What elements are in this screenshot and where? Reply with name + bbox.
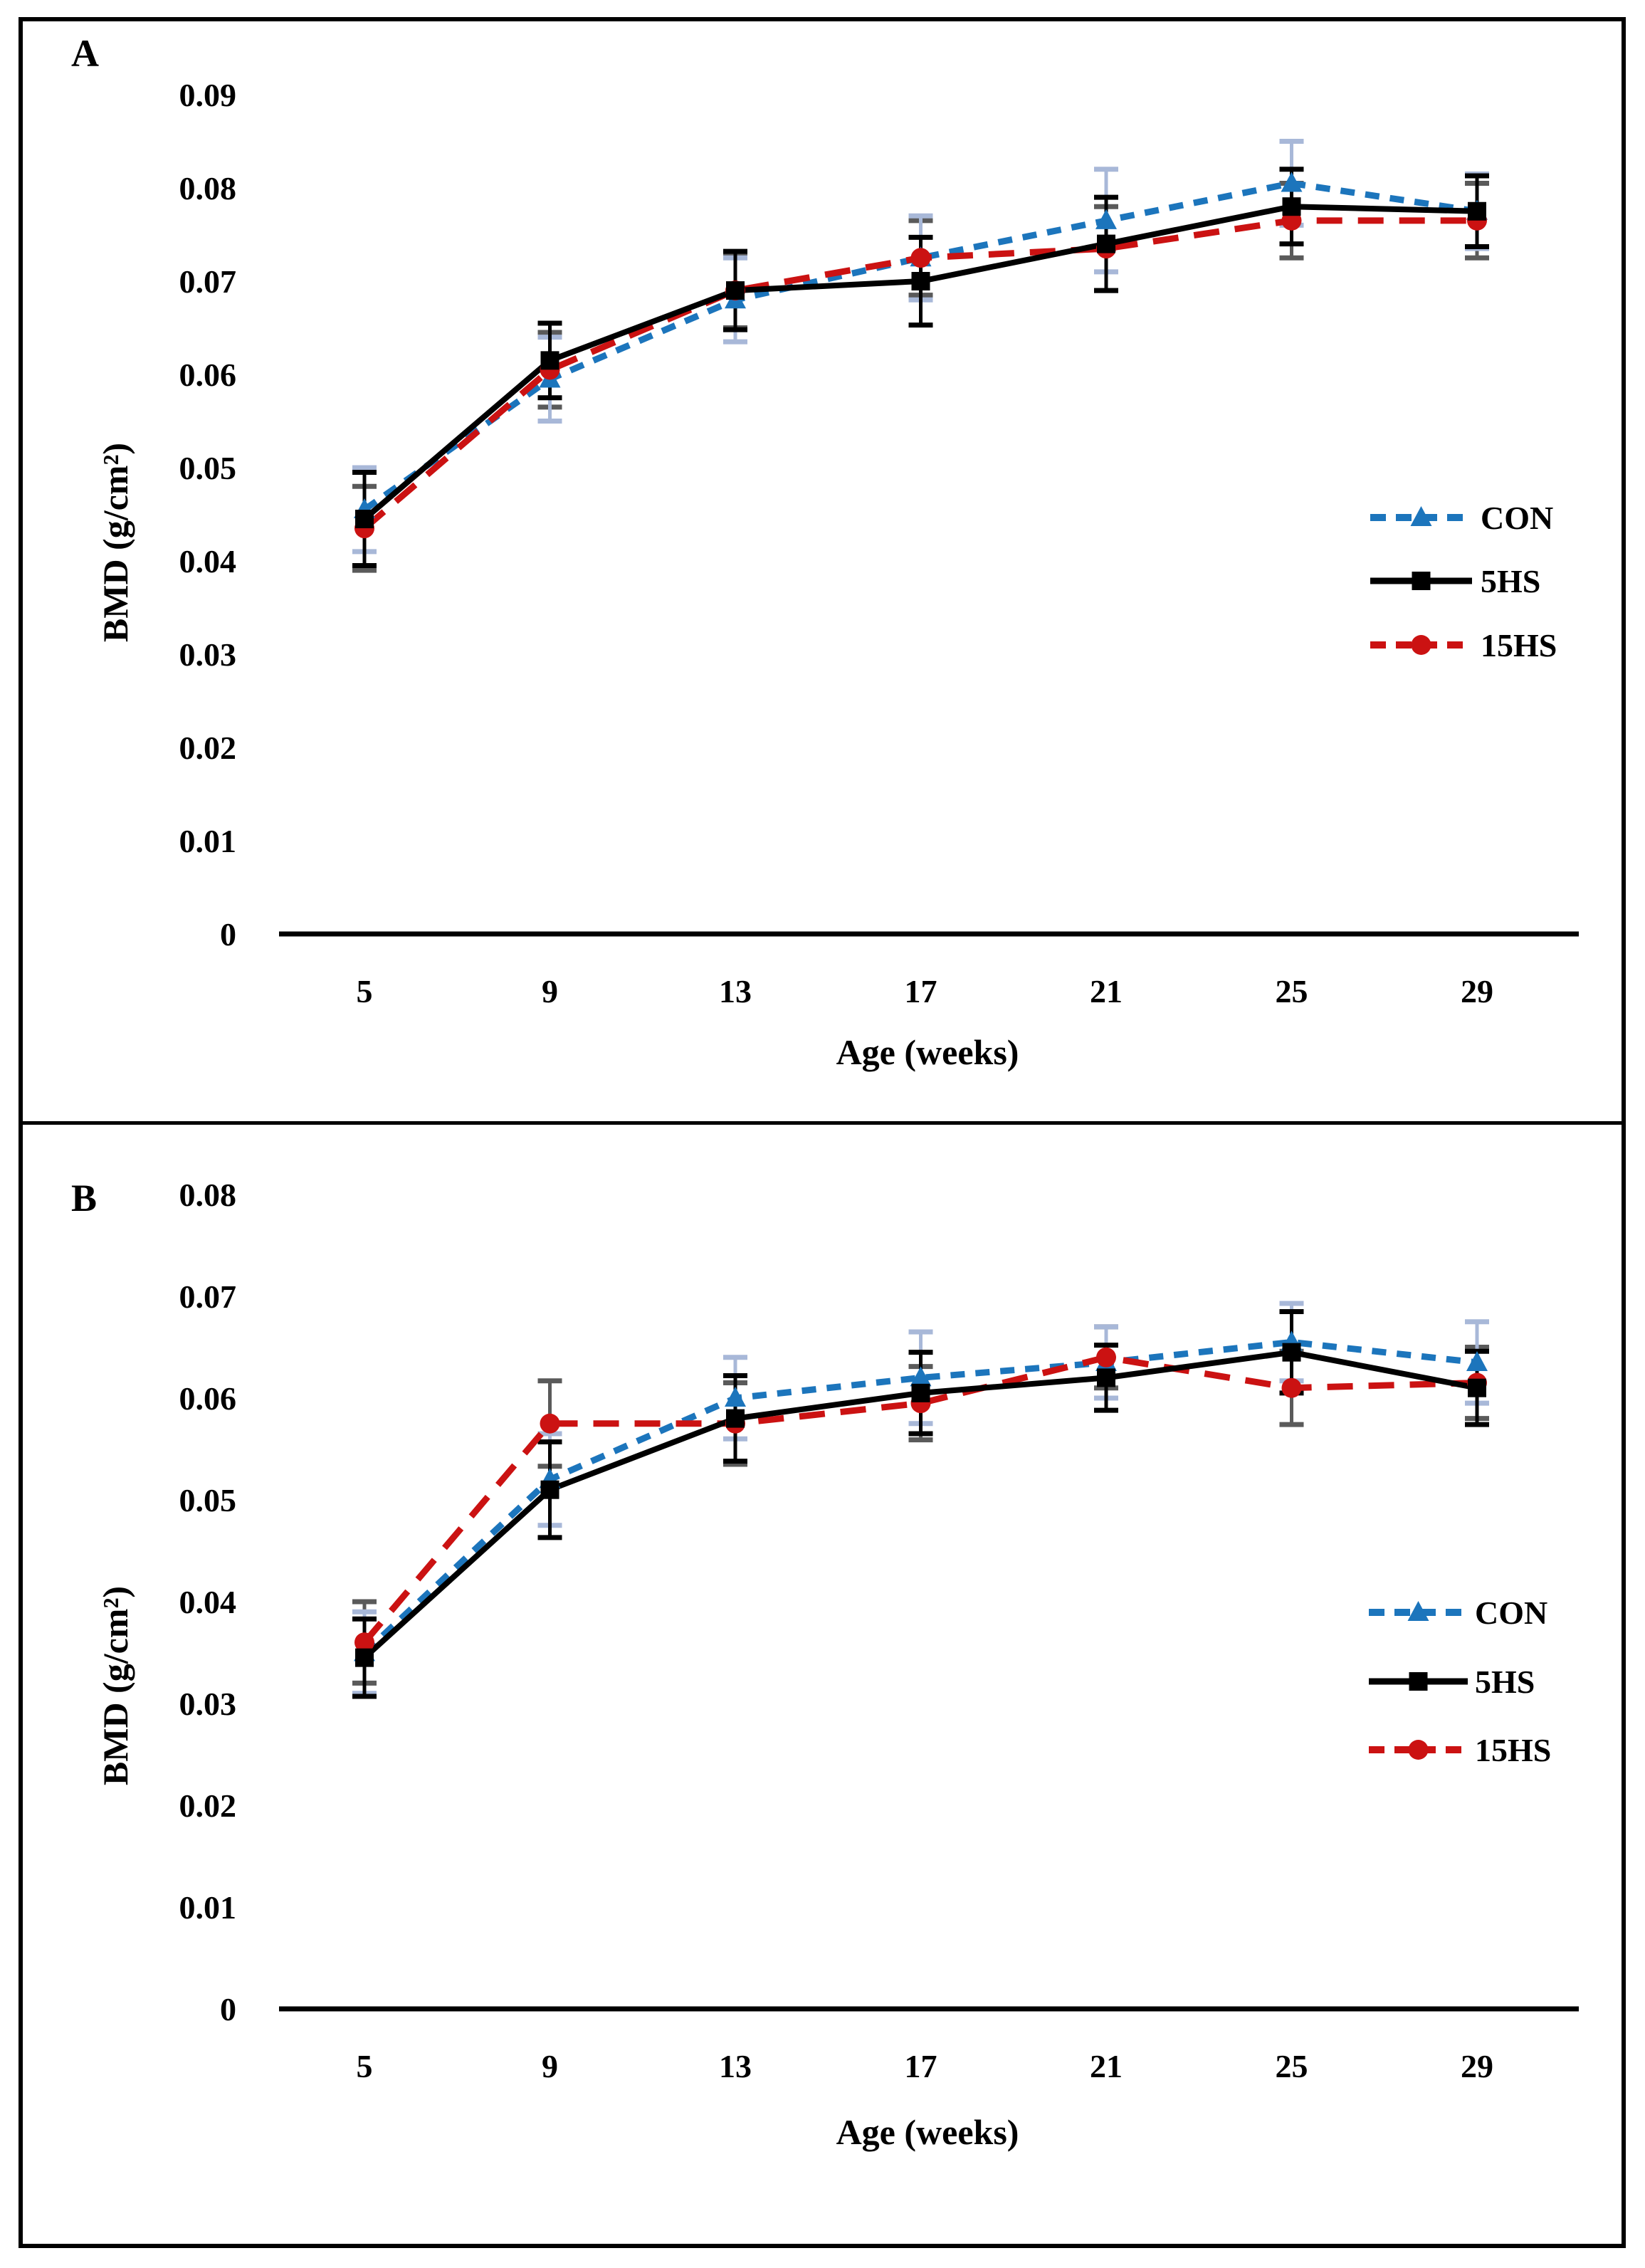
triangle-marker <box>1407 1601 1429 1621</box>
square-marker <box>1097 1368 1115 1387</box>
panel-a-letter: A <box>71 32 99 75</box>
y-tick-label: 0.08 <box>179 170 237 206</box>
y-tick-label: 0.01 <box>179 823 237 859</box>
y-tick-label: 0.03 <box>179 1686 237 1722</box>
x-tick-label: 13 <box>719 973 752 1009</box>
triangle-marker <box>1095 209 1117 229</box>
triangle-marker <box>910 1366 932 1387</box>
legend-label: 15HS <box>1481 627 1557 663</box>
x-tick-label: 29 <box>1461 2048 1493 2084</box>
x-tick-label: 5 <box>357 973 373 1009</box>
square-marker <box>1468 1378 1486 1397</box>
y-tick-label: 0.08 <box>179 1177 237 1213</box>
y-tick-label: 0.02 <box>179 730 237 766</box>
panel-a-x-axis-title: Age (weeks) <box>836 1032 1019 1072</box>
legend-label: 15HS <box>1475 1732 1551 1768</box>
square-marker <box>1282 1343 1301 1362</box>
circle-marker <box>1281 1377 1302 1398</box>
legend-item-con: CON <box>1369 1595 1547 1631</box>
square-marker <box>911 1383 930 1402</box>
x-tick-label: 21 <box>1090 973 1123 1009</box>
figure-frame <box>19 17 1626 2248</box>
y-tick-label: 0.07 <box>179 263 237 300</box>
panel-a-chart: 0.09 0.08 0.07 0.06 0.05 0.04 0.03 0.02 0.01 0 5 9 1… <box>179 77 1579 1009</box>
legend-item-con: CON <box>1370 500 1553 536</box>
legend-label: 5HS <box>1475 1664 1535 1700</box>
triangle-marker <box>1410 506 1432 526</box>
legend-item-15hs: 15HS <box>1370 627 1557 663</box>
legend-label: 5HS <box>1481 563 1540 599</box>
circle-marker <box>1408 1740 1429 1760</box>
square-marker <box>726 281 745 300</box>
y-tick-label: 0.04 <box>179 543 237 579</box>
square-marker <box>1412 572 1431 590</box>
square-marker <box>911 272 930 290</box>
x-tick-label: 25 <box>1276 2048 1308 2084</box>
legend-item-15hs: 15HS <box>1369 1732 1551 1768</box>
y-tick-label: 0.01 <box>179 1889 237 1926</box>
square-marker <box>355 510 374 529</box>
panel-b-x-axis-title: Age (weeks) <box>836 2112 1019 2152</box>
x-tick-label: 9 <box>542 2048 558 2084</box>
y-tick-label: 0.03 <box>179 636 237 673</box>
circle-marker <box>1411 635 1431 655</box>
legend-label: CON <box>1481 500 1553 536</box>
legend-label: CON <box>1475 1595 1547 1631</box>
y-tick-label: 0.05 <box>179 450 237 486</box>
y-tick-label: 0.02 <box>179 1787 237 1824</box>
panel-b-letter: B <box>71 1177 98 1219</box>
x-tick-label: 17 <box>905 973 937 1009</box>
square-marker <box>1409 1672 1428 1691</box>
legend: CON 5HS 15HS <box>1370 500 1557 663</box>
circle-marker <box>910 248 931 268</box>
triangle-marker <box>1466 1350 1488 1371</box>
x-tick-label: 13 <box>719 2048 752 2084</box>
legend: CON 5HS 15HS <box>1369 1595 1551 1768</box>
legend-item-5hs: 5HS <box>1369 1664 1535 1700</box>
y-tick-label: 0.07 <box>179 1279 237 1315</box>
panel-b-chart: 0.08 0.07 0.06 0.05 0.04 0.03 0.02 0.01 0 5 9 13 17 2… <box>179 1177 1579 2084</box>
square-marker <box>1468 201 1486 221</box>
y-tick-label: 0.09 <box>179 77 237 113</box>
x-tick-label: 25 <box>1276 973 1308 1009</box>
square-marker <box>1097 234 1115 253</box>
square-marker <box>540 1480 559 1499</box>
y-tick-label: 0 <box>220 916 236 952</box>
y-tick-label: 0.06 <box>179 1380 237 1417</box>
triangle-marker <box>725 1387 746 1407</box>
square-marker <box>355 1648 374 1667</box>
y-tick-label: 0.04 <box>179 1584 237 1620</box>
x-tick-label: 5 <box>357 2048 373 2084</box>
x-tick-label: 21 <box>1090 2048 1123 2084</box>
x-tick-label: 29 <box>1461 973 1493 1009</box>
triangle-marker <box>1281 172 1303 192</box>
square-marker <box>540 351 559 370</box>
y-tick-label: 0.05 <box>179 1482 237 1518</box>
y-tick-label: 0.06 <box>179 357 237 393</box>
circle-marker <box>1096 1347 1116 1367</box>
y-tick-label: 0 <box>220 1991 236 2027</box>
square-marker <box>1282 197 1301 216</box>
panel-divider <box>19 1121 1626 1125</box>
circle-marker <box>540 1413 560 1434</box>
circle-marker <box>354 1632 374 1653</box>
legend-item-5hs: 5HS <box>1370 563 1540 599</box>
square-marker <box>726 1409 745 1428</box>
x-tick-label: 17 <box>905 2048 937 2084</box>
x-tick-label: 9 <box>542 973 558 1009</box>
